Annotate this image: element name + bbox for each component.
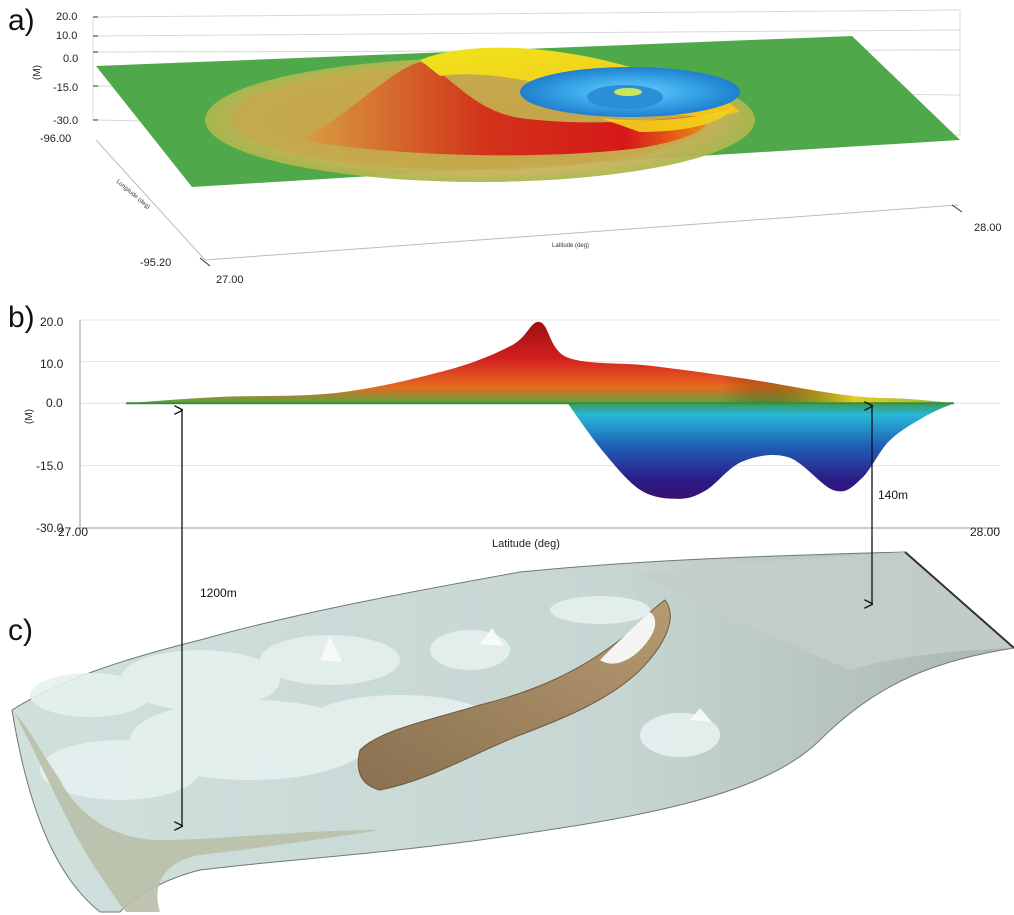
panel-b-y-label: (M) [24,409,35,424]
panel-c-slide [357,599,671,791]
panel-b-label: b) [8,301,35,334]
annotation-140m: 140m [878,488,908,502]
panel-a: a) [8,4,1002,286]
panel-b-xtick-2: 28.00 [970,525,1000,539]
panel-b-ytick-2: 10.0 [40,357,64,371]
panel-b-crest-tint [126,321,954,404]
panel-b-trough-area [567,403,954,499]
panel-c-front-cliff [14,712,380,912]
panel-a-ytick-1: -96.00 [40,133,71,145]
panel-a-ztick-3: 0.0 [63,53,78,65]
panel-a-ztick-1: 20.0 [56,11,77,23]
panel-a-crest [300,62,707,156]
panel-a-x-label: Latitude (deg) [552,243,589,249]
panel-a-xtick-2: 28.00 [974,222,1002,234]
panel-b-ytick-1: 20.0 [40,315,64,329]
panel-a-xtick-1: 27.00 [216,274,244,286]
panel-c-label: c) [8,614,33,647]
panel-b-ytick-5: -30.0 [36,521,64,535]
panel-b-ytick-4: -15.0 [36,459,64,473]
panel-a-z-label: (M) [32,65,43,80]
panel-a-label: a) [8,4,35,37]
panel-a-ztick-2: 10.0 [56,30,77,42]
panel-b-ytick-3: 0.0 [46,396,63,410]
panel-a-z-axis [93,16,98,121]
panel-b-xtick-1: 27.00 [58,525,88,539]
panel-b-x-label: Latitude (deg) [492,538,560,550]
panel-b: b) 20.0 10.0 0.0 -15.0 -30.0 (M) 27.00 2… [8,301,1000,550]
panel-c: c) 1200m 140m [8,406,1014,913]
annotation-1200m: 1200m [200,586,237,600]
panel-a-ztick-4: -15.0 [53,82,78,94]
panel-a-ytick-2: -95.20 [140,257,171,269]
panel-a-ztick-5: -30.0 [53,115,78,127]
